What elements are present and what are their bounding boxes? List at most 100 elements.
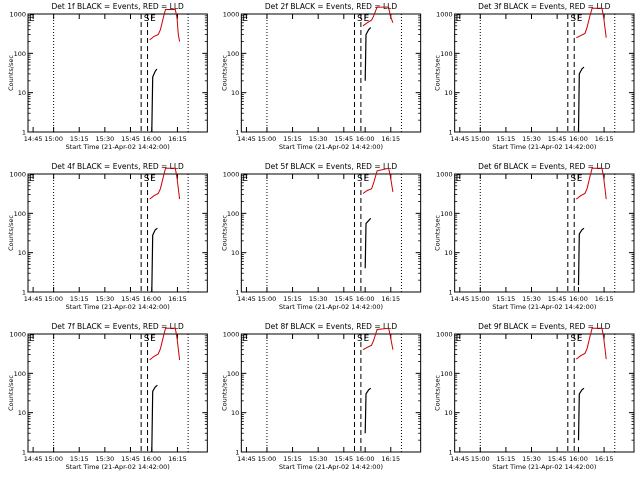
x-tick-label: 15:15	[70, 455, 89, 463]
x-tick-label: 15:15	[70, 135, 89, 143]
y-tick-label: 100	[227, 210, 239, 218]
x-axis-label: Start Time (21-Apr-02 14:42:00)	[66, 143, 170, 151]
y-axis-label: Counts/sec	[7, 215, 15, 251]
x-tick-label: 15:00	[471, 295, 490, 303]
y-tick-label: 1000	[223, 11, 240, 19]
y-axis-label: Counts/sec	[7, 55, 15, 91]
y-tick-label: 1000	[436, 171, 453, 179]
flare-start-marker-label: S	[144, 14, 150, 24]
panel-title: Det 9f BLACK = Events, RED = LLD	[478, 322, 611, 331]
y-tick-label: 10	[444, 409, 452, 417]
x-tick-label: 15:30	[522, 455, 541, 463]
plot-frame	[454, 333, 635, 453]
panel-title: Det 7f BLACK = Events, RED = LLD	[52, 322, 185, 331]
y-axis-label: Counts/sec	[434, 55, 442, 91]
y-tick-label: 1	[449, 129, 453, 137]
lld-series-line	[576, 7, 607, 39]
flare-end-marker-label: E	[577, 174, 583, 184]
panel-title: Det 6f BLACK = Events, RED = LLD	[478, 162, 611, 171]
events-series-line	[151, 227, 158, 293]
x-tick-label: 15:00	[44, 295, 63, 303]
y-axis-label: Counts/sec	[220, 375, 228, 411]
x-tick-label: 15:30	[95, 295, 114, 303]
x-axis-label: Start Time (21-Apr-02 14:42:00)	[279, 303, 383, 311]
flare-end-marker-label: E	[150, 174, 156, 184]
flare-end-marker-label: E	[363, 14, 369, 24]
x-axis-label: Start Time (21-Apr-02 14:42:00)	[66, 303, 170, 311]
lld-series-line	[362, 6, 394, 27]
y-tick-label: 1	[449, 289, 453, 297]
panel-title: Det 5f BLACK = Events, RED = LLD	[265, 162, 398, 171]
x-tick-label: 15:15	[497, 455, 516, 463]
y-axis-label: Counts/sec	[434, 215, 442, 251]
y-tick-label: 100	[14, 370, 26, 378]
x-tick-label: 16:00	[142, 295, 161, 303]
x-tick-label: 15:00	[471, 135, 490, 143]
x-tick-label: 16:15	[595, 455, 614, 463]
y-tick-label: 10	[444, 249, 452, 257]
lld-series-line	[362, 167, 394, 194]
panel-title: Det 4f BLACK = Events, RED = LLD	[52, 162, 185, 171]
y-tick-label: 100	[14, 210, 26, 218]
x-tick-label: 14:45	[237, 295, 256, 303]
x-tick-label: 15:15	[283, 295, 302, 303]
start-marker-label: E	[456, 334, 462, 344]
x-tick-label: 16:15	[168, 455, 187, 463]
y-tick-label: 1000	[436, 331, 453, 339]
events-series-line	[151, 384, 158, 453]
x-tick-label: 15:00	[44, 135, 63, 143]
x-axis-label: Start Time (21-Apr-02 14:42:00)	[279, 143, 383, 151]
panel-title: Det 8f BLACK = Events, RED = LLD	[265, 322, 398, 331]
x-axis-label: Start Time (21-Apr-02 14:42:00)	[492, 463, 596, 471]
x-tick-label: 15:30	[522, 135, 541, 143]
plot-frame	[240, 173, 422, 293]
flare-end-marker-label: E	[577, 334, 583, 344]
x-tick-label: 15:45	[334, 135, 353, 143]
lld-series-line	[575, 167, 607, 200]
x-tick-label: 15:00	[258, 295, 277, 303]
flare-start-marker-label: S	[144, 174, 150, 184]
x-tick-label: 16:00	[569, 295, 588, 303]
x-axis-label: Start Time (21-Apr-02 14:42:00)	[492, 303, 596, 311]
y-tick-label: 1000	[436, 11, 453, 19]
y-tick-label: 100	[227, 370, 239, 378]
lld-series-line	[575, 327, 607, 360]
detector-panel: Det 6f BLACK = Events, RED = LLD 1 10 100 10…	[434, 162, 635, 311]
y-tick-label: 1	[22, 289, 26, 297]
x-tick-label: 15:30	[309, 295, 328, 303]
x-tick-label: 15:00	[258, 135, 277, 143]
flare-start-marker-label: S	[357, 14, 363, 24]
flare-start-marker-label: S	[144, 334, 150, 344]
x-tick-label: 15:45	[121, 295, 140, 303]
y-axis-label: Counts/sec	[220, 215, 228, 251]
start-marker-label: E	[456, 14, 462, 24]
detector-panel: Det 5f BLACK = Events, RED = LLD 1 10 100 10…	[220, 162, 422, 311]
plot-frame	[27, 13, 208, 133]
detector-panel: Det 7f BLACK = Events, RED = LLD 1 10 100 10…	[7, 322, 208, 471]
detector-panel: Det 2f BLACK = Events, RED = LLD 1 10 100 10…	[220, 2, 422, 151]
x-tick-label: 15:45	[548, 295, 567, 303]
y-tick-label: 100	[14, 50, 26, 58]
events-series-line	[364, 387, 372, 434]
lld-series-line	[149, 167, 181, 200]
x-tick-label: 15:30	[309, 135, 328, 143]
flare-start-marker-label: S	[570, 14, 576, 24]
flare-end-marker-label: E	[363, 174, 369, 184]
x-tick-label: 16:00	[569, 135, 588, 143]
start-marker-label: E	[29, 334, 35, 344]
flare-end-marker-label: E	[577, 14, 583, 24]
x-axis-label: Start Time (21-Apr-02 14:42:00)	[492, 143, 596, 151]
y-tick-label: 10	[231, 409, 239, 417]
x-tick-label: 16:00	[569, 455, 588, 463]
x-tick-label: 14:45	[24, 295, 43, 303]
plot-frame	[27, 333, 208, 453]
events-series-line	[577, 66, 585, 133]
x-tick-label: 15:00	[258, 455, 277, 463]
y-tick-label: 10	[444, 89, 452, 97]
y-tick-label: 10	[18, 409, 26, 417]
x-tick-label: 16:00	[356, 135, 375, 143]
events-series-line	[364, 27, 372, 81]
lld-series-line	[149, 327, 181, 361]
y-tick-label: 100	[440, 210, 452, 218]
